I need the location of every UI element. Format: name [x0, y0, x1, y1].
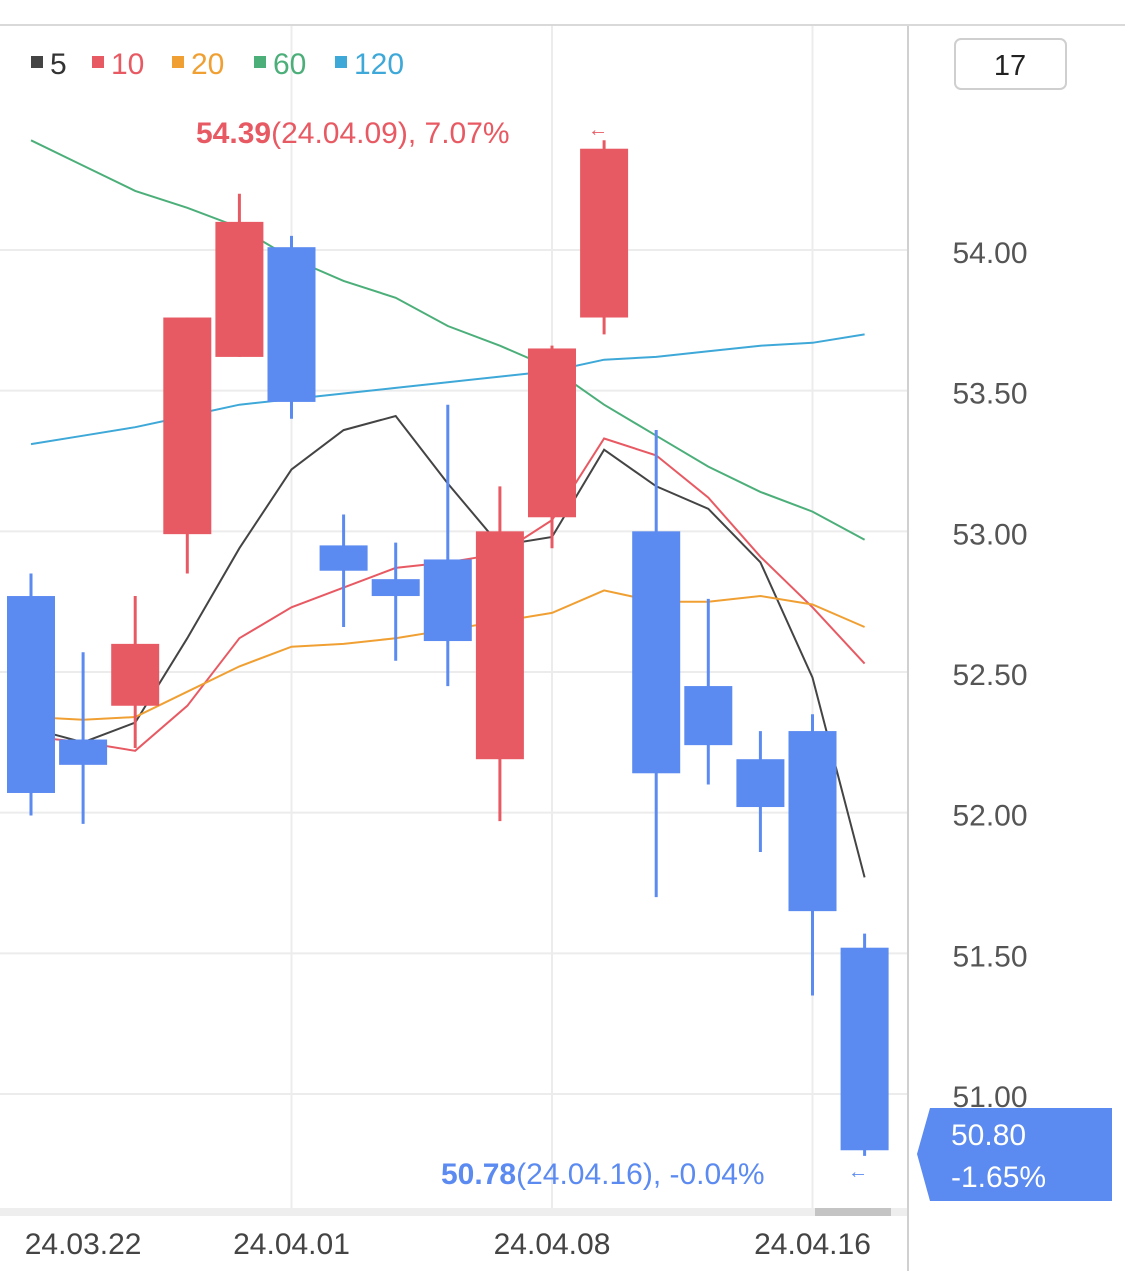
legend-swatch-5 — [31, 56, 43, 68]
candles — [7, 140, 889, 1156]
candle[interactable] — [423, 404, 472, 687]
high-annotation-detail: (24.04.09), 7.07% — [271, 117, 510, 150]
candle[interactable] — [528, 345, 576, 549]
candle[interactable] — [632, 430, 681, 898]
candle-body — [632, 531, 681, 774]
chart-frame-top — [0, 24, 1125, 26]
candle[interactable] — [840, 933, 889, 1156]
candle[interactable] — [684, 598, 733, 785]
y-axis-divider — [907, 26, 909, 1271]
legend-label-60: 60 — [273, 48, 306, 81]
legend-label-120: 120 — [354, 48, 404, 81]
candle-body — [788, 731, 837, 912]
candle-body — [423, 559, 472, 642]
candle[interactable] — [371, 542, 420, 661]
candle-body — [475, 531, 524, 760]
candle[interactable] — [736, 731, 785, 853]
current-price-tag — [917, 1108, 1112, 1201]
high-annotation: 54.39(24.04.09), 7.07% — [196, 117, 510, 150]
y-tick-label: 53.50 — [952, 378, 1027, 411]
candle[interactable] — [7, 573, 55, 816]
high-annotation-value: 54.39 — [196, 117, 271, 150]
x-tick-label: 24.04.08 — [494, 1228, 611, 1261]
x-tick-label: 24.04.01 — [233, 1228, 350, 1261]
high-annotation-arrow-icon: ← — [588, 119, 608, 141]
legend: 5 10 20 60 120 — [31, 48, 404, 81]
candle-body — [840, 947, 889, 1151]
low-annotation-value: 50.78 — [441, 1158, 516, 1191]
x-tick-label: 24.04.16 — [754, 1228, 871, 1261]
candle[interactable] — [788, 714, 837, 996]
x-axis-strip — [0, 1208, 907, 1216]
candle-body — [684, 686, 733, 746]
y-tick-label: 52.50 — [952, 659, 1027, 692]
candle[interactable] — [319, 514, 368, 627]
period-box-value: 17 — [994, 50, 1026, 82]
x-tick-label: 24.03.22 — [25, 1228, 142, 1261]
legend-swatch-60 — [254, 56, 266, 68]
y-tick-label: 54.00 — [952, 237, 1027, 270]
legend-label-5: 5 — [50, 48, 67, 81]
candle[interactable] — [163, 317, 212, 574]
period-box[interactable] — [954, 38, 1067, 90]
candle-body — [528, 348, 576, 518]
legend-swatch-120 — [335, 56, 347, 68]
x-axis-ticks: 24.03.22 24.04.01 24.04.08 24.04.16 — [25, 1228, 871, 1261]
candle-body — [111, 643, 160, 706]
low-annotation: 50.78(24.04.16), -0.04% — [441, 1158, 765, 1191]
low-annotation-arrow-icon: ← — [848, 1161, 868, 1183]
candle-body — [267, 247, 316, 402]
legend-swatch-10 — [92, 56, 104, 68]
legend-label-20: 20 — [191, 48, 224, 81]
candle[interactable] — [580, 140, 629, 335]
candle[interactable] — [59, 652, 108, 824]
x-axis-scroll-thumb[interactable] — [815, 1208, 891, 1216]
low-annotation-detail: (24.04.16), -0.04% — [516, 1158, 764, 1191]
candle-body — [7, 596, 55, 793]
candle-body — [59, 739, 108, 765]
candle-body — [215, 221, 264, 357]
candle[interactable] — [267, 235, 316, 419]
y-tick-label: 51.50 — [952, 940, 1027, 973]
current-price-value: 50.80 — [951, 1119, 1026, 1152]
candle-body — [163, 317, 212, 535]
candle-body — [580, 148, 629, 318]
candle[interactable] — [215, 193, 264, 357]
legend-label-10: 10 — [111, 48, 144, 81]
y-tick-label: 53.00 — [952, 518, 1027, 551]
legend-swatch-20 — [172, 56, 184, 68]
candle-body — [371, 579, 420, 597]
candle-body — [319, 545, 368, 571]
candle-body — [736, 759, 785, 808]
y-tick-label: 52.00 — [952, 800, 1027, 833]
grid-lines — [0, 26, 907, 1208]
current-price-change: -1.65% — [951, 1161, 1046, 1194]
candle[interactable] — [111, 596, 160, 748]
ma-line-60 — [30, 139, 866, 541]
candle[interactable] — [475, 486, 524, 822]
